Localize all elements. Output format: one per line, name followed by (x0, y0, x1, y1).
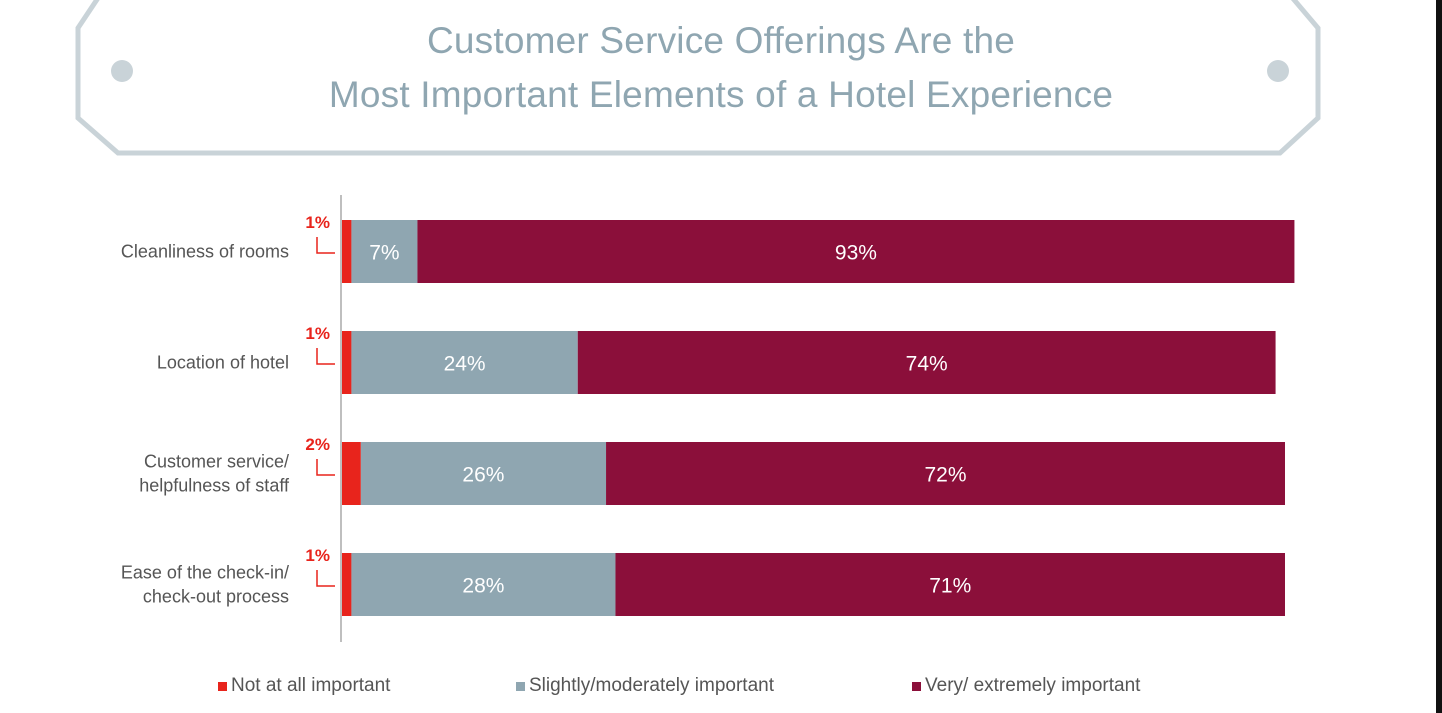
banner-border (75, 0, 1321, 156)
banner-right-dot (1267, 60, 1289, 82)
bar-segment (615, 553, 1285, 616)
legend-item-very-important: Very/ extremely important (912, 675, 1140, 697)
chart-title-line-1: Customer Service Offerings Are the (426, 20, 1016, 61)
not-important-callout-label: 2% (305, 435, 330, 454)
segment-value-label: 24% (444, 353, 486, 376)
bar-segment (342, 331, 352, 394)
legend-item-not-important: Not at all important (218, 675, 390, 697)
category-label: Customer service/helpfulness of staff (139, 452, 290, 496)
legend-label-not-important: Not at all important (231, 675, 391, 696)
bar-segment (360, 442, 607, 505)
legend-swatch-very-important (912, 681, 921, 691)
title-banner-frame (75, 0, 1321, 156)
window-right-edge (1436, 0, 1442, 713)
banner-left-dot (111, 60, 133, 82)
chart-title-line-2: Most Important Elements of a Hotel Exper… (328, 74, 1114, 115)
not-important-callout-label: 1% (305, 546, 330, 565)
legend-label-slightly-important: Slightly/moderately important (529, 675, 774, 696)
legend-item-slightly-important: Slightly/moderately important (516, 675, 774, 697)
bar-segment (351, 331, 578, 394)
callout-bracket (316, 237, 335, 254)
segment-value-label: 93% (835, 242, 877, 265)
category-label: Cleanliness of rooms (121, 242, 289, 262)
legend-swatch-not-important (218, 681, 227, 691)
not-important-callout-label: 1% (305, 213, 330, 232)
bar-segment (351, 553, 616, 616)
callout-bracket (316, 570, 335, 587)
legend-label-very-important: Very/ extremely important (925, 675, 1141, 696)
category-label: Ease of the check-in/check-out process (121, 563, 289, 607)
callout-bracket (316, 459, 335, 476)
segment-value-label: 72% (925, 464, 967, 487)
bar-segment (417, 220, 1295, 283)
bar-segment (342, 442, 361, 505)
bar-segment (606, 442, 1285, 505)
category-label: Location of hotel (157, 353, 289, 373)
legend-swatch-slightly-important (516, 681, 525, 691)
segment-value-label: 7% (369, 242, 399, 265)
callout-bracket (316, 348, 335, 365)
bar-segment (351, 220, 418, 283)
bar-segment (342, 220, 352, 283)
segment-value-label: 71% (929, 575, 971, 598)
bar-segment (342, 553, 352, 616)
segment-value-label: 74% (906, 353, 948, 376)
not-important-callout-label: 1% (305, 324, 330, 343)
bar-segment (577, 331, 1276, 394)
segment-value-label: 26% (462, 464, 504, 487)
segment-value-label: 28% (462, 575, 504, 598)
